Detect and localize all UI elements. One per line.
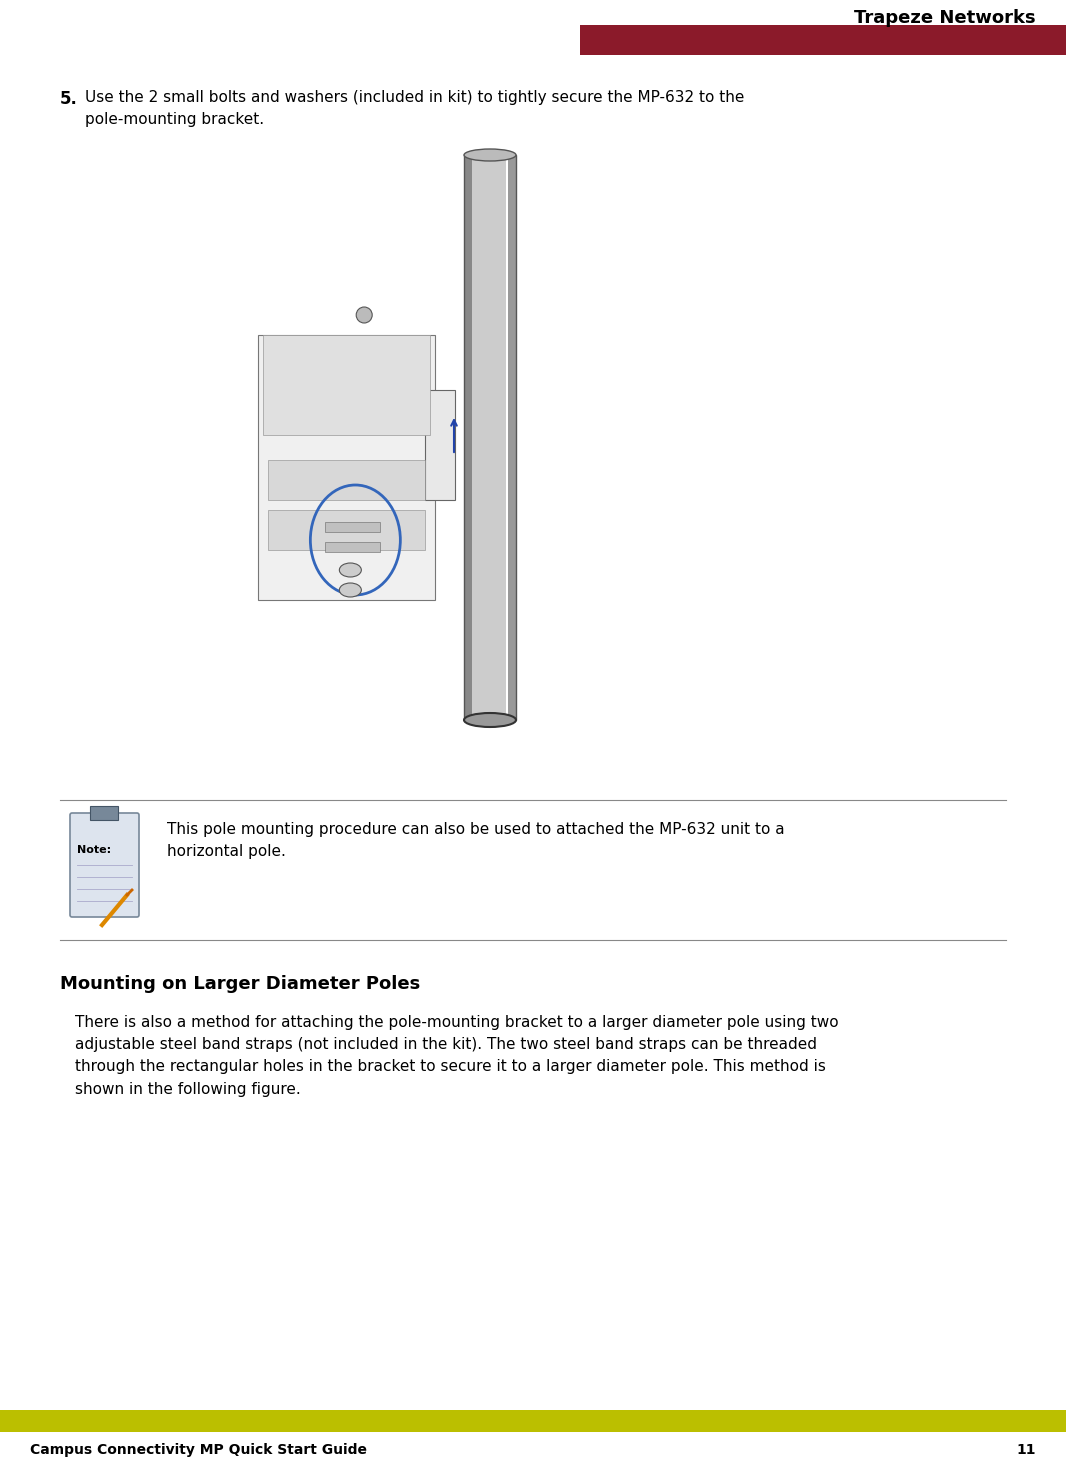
Bar — [580, 25, 1066, 56]
Ellipse shape — [464, 149, 516, 161]
Bar — [268, 461, 425, 500]
Ellipse shape — [339, 563, 361, 577]
Bar — [268, 510, 425, 550]
Bar — [0, 1409, 1066, 1431]
Text: 11: 11 — [1017, 1443, 1036, 1458]
Bar — [464, 155, 516, 719]
Text: 5.: 5. — [60, 91, 78, 108]
Text: Note:: Note: — [77, 845, 111, 855]
Bar — [325, 542, 381, 553]
Ellipse shape — [464, 713, 516, 727]
Text: This pole mounting procedure can also be used to attached the MP-632 unit to a
h: This pole mounting procedure can also be… — [167, 822, 785, 860]
Bar — [258, 335, 435, 599]
Text: Mounting on Larger Diameter Poles: Mounting on Larger Diameter Poles — [60, 975, 420, 993]
Bar — [325, 522, 381, 532]
Text: There is also a method for attaching the pole-mounting bracket to a larger diame: There is also a method for attaching the… — [75, 1015, 839, 1096]
Bar — [464, 155, 472, 719]
Ellipse shape — [356, 307, 372, 323]
Bar — [508, 155, 516, 719]
Bar — [472, 155, 506, 719]
Ellipse shape — [339, 583, 361, 596]
Text: Campus Connectivity MP Quick Start Guide: Campus Connectivity MP Quick Start Guide — [30, 1443, 367, 1458]
FancyBboxPatch shape — [70, 813, 139, 917]
Text: Trapeze Networks: Trapeze Networks — [854, 9, 1036, 26]
Text: Use the 2 small bolts and washers (included in kit) to tightly secure the MP-632: Use the 2 small bolts and washers (inclu… — [85, 91, 744, 127]
Bar — [263, 335, 430, 436]
Bar — [425, 390, 455, 500]
Bar — [90, 806, 118, 820]
